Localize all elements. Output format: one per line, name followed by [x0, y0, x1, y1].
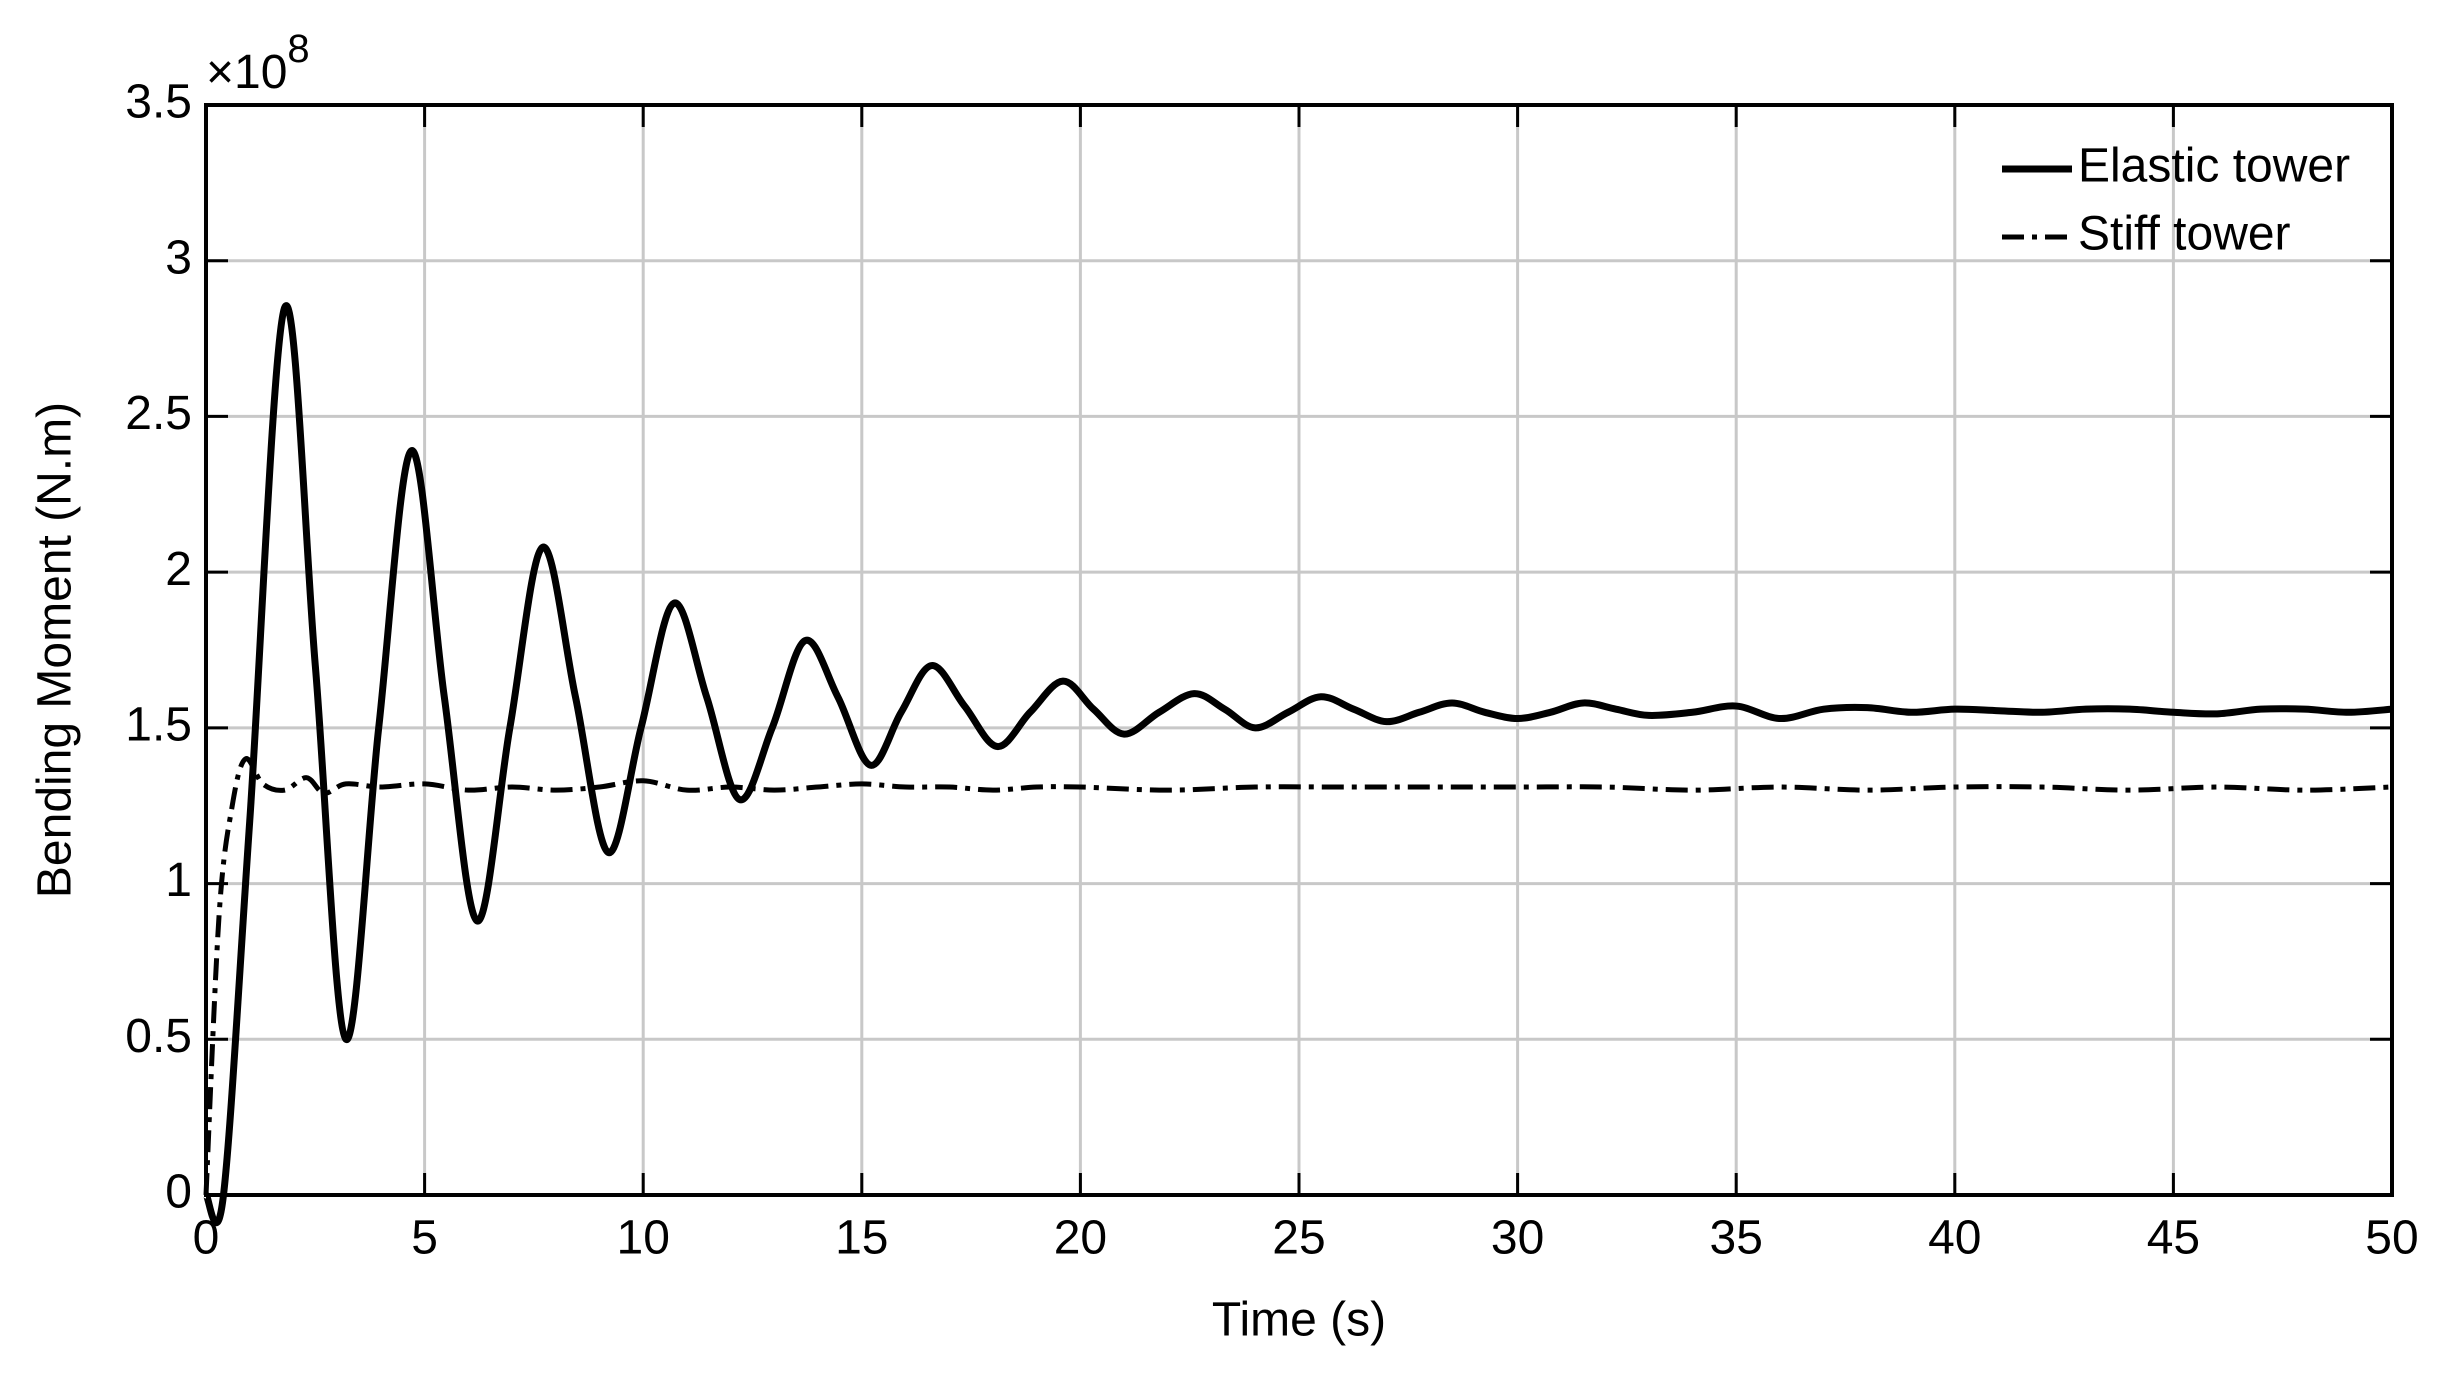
y-tick-label: 1 — [165, 854, 192, 907]
y-axis-label: Bending Moment (N.m) — [29, 402, 82, 898]
y-tick-label: 2 — [165, 543, 192, 596]
series-line — [203, 756, 2393, 1196]
y-tick-label: 0 — [165, 1166, 192, 1219]
legend-label: Stiff tower — [2078, 208, 2291, 261]
y-tick-label: 0.5 — [125, 1010, 192, 1063]
x-axis-label: Time (s) — [1212, 1294, 1386, 1347]
series-line — [202, 302, 2393, 1227]
legend-label: Elastic tower — [2078, 140, 2350, 193]
x-tick-label: 5 — [411, 1212, 438, 1265]
multiplier-base: ×10 — [206, 46, 287, 99]
x-tick-label: 35 — [1710, 1212, 1763, 1265]
y-multiplier: ×108 — [206, 27, 310, 99]
x-tick-label: 50 — [2365, 1212, 2418, 1265]
x-tick-label: 15 — [835, 1212, 888, 1265]
plot-frame — [204, 103, 2394, 1197]
y-tick-label: 3 — [165, 231, 192, 284]
x-tick-label: 40 — [1928, 1212, 1981, 1265]
y-tick-label: 2.5 — [125, 387, 192, 440]
x-tick-label: 25 — [1272, 1212, 1325, 1265]
x-tick-label: 20 — [1054, 1212, 1107, 1265]
x-tick-label: 30 — [1491, 1212, 1544, 1265]
x-tick-label: 45 — [2147, 1212, 2200, 1265]
y-tick-label: 3.5 — [125, 76, 192, 129]
multiplier-exponent: 8 — [287, 27, 309, 71]
y-tick-label: 1.5 — [125, 699, 192, 752]
x-tick-label: 10 — [617, 1212, 670, 1265]
